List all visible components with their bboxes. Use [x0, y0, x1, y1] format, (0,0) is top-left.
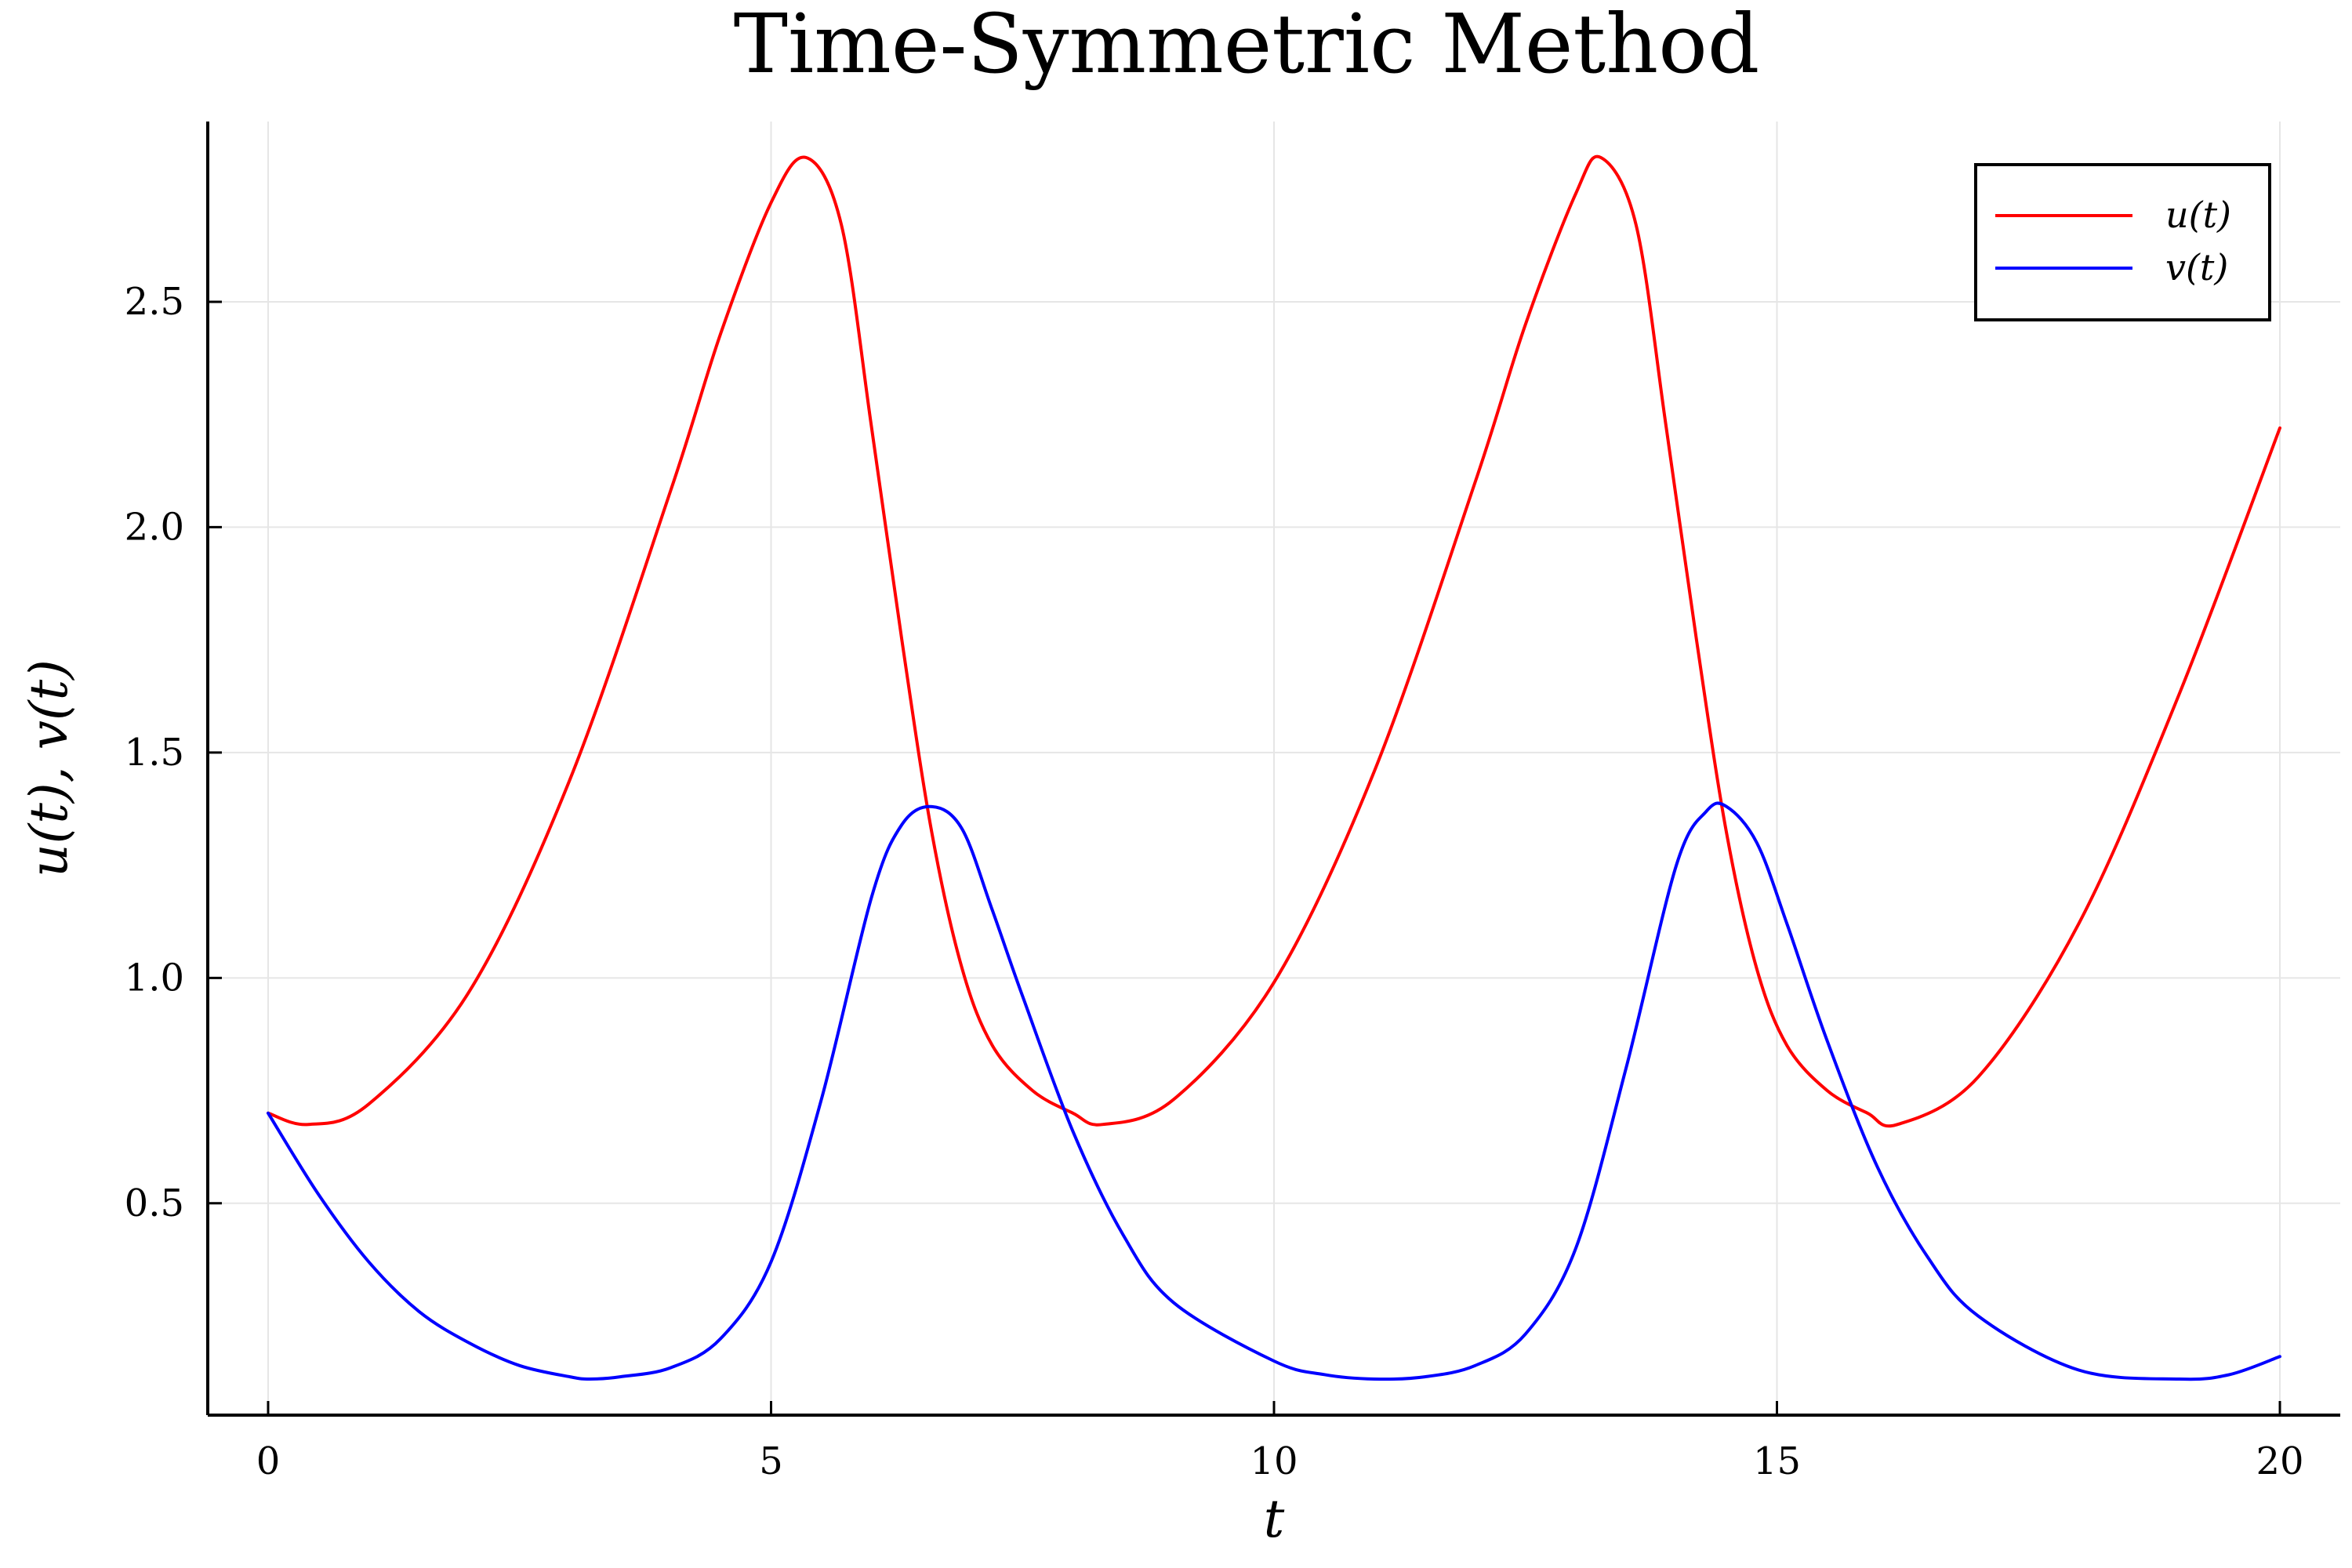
series-line-u — [267, 154, 2281, 1128]
series-layer — [267, 154, 2281, 1381]
legend: u(t) v(t) — [1974, 163, 2271, 321]
y-tick-label: 1.0 — [125, 956, 184, 1000]
x-tick-label: 10 — [1250, 1439, 1298, 1483]
y-tick-label: 0.5 — [125, 1181, 184, 1225]
x-tick-label: 5 — [759, 1439, 783, 1483]
series-line-v — [267, 801, 2281, 1381]
legend-box — [1974, 163, 2271, 321]
chart-title: Time-Symmetric Method — [734, 0, 1760, 92]
y-tick-label: 2.5 — [125, 280, 184, 324]
legend-label-u: u(t) — [2165, 194, 2231, 236]
y-axis-label: u(t), v(t) — [19, 659, 79, 877]
legend-label-v: v(t) — [2165, 246, 2228, 289]
x-axis-label: t — [1264, 1489, 1285, 1549]
ticks: 0 5 10 15 20 0.5 1.0 1.5 2.0 2.5 — [125, 280, 2304, 1483]
x-tick-label: 0 — [256, 1439, 281, 1483]
y-tick-label: 2.0 — [125, 505, 184, 549]
y-tick-label: 1.5 — [125, 731, 184, 775]
x-tick-label: 15 — [1753, 1439, 1801, 1483]
x-tick-label: 20 — [2256, 1439, 2303, 1483]
